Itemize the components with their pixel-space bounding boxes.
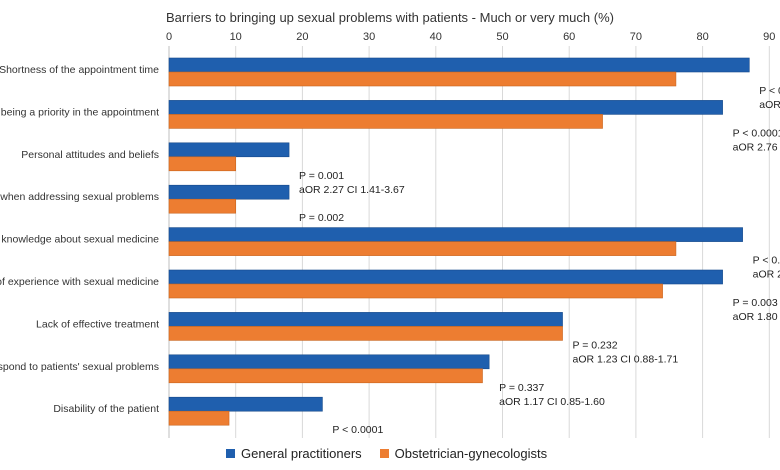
- category-label-personal-attitudes-and-beliefs: Personal attitudes and beliefs: [21, 149, 159, 161]
- category-label-lack-of-effective-treatment: Lack of effective treatment: [36, 318, 159, 330]
- bar-obstetrician-gynecologists-shortness-of-the-appointment-time: [168, 71, 677, 87]
- bar-general-practitioners-not-knowing-how-to-respond-to-patients-sexual-problems: [168, 354, 490, 370]
- annotation-aor-not-being-a-priority-in-the-appointment: aOR 2.76 CI 2.02-3.78: [733, 141, 780, 153]
- bar-obstetrician-gynecologists-lack-of-experience-with-sexual-medicine: [168, 283, 663, 299]
- bar-obstetrician-gynecologists-lack-of-knowledge-about-sexual-medicine: [168, 241, 677, 256]
- bar-obstetrician-gynecologists-lack-of-effective-treatment: [168, 326, 563, 341]
- bar-obstetrician-gynecologists-not-knowing-how-to-respond-to-patients-sexual-problems: [168, 368, 483, 384]
- annotation-aor-disability-of-the-patient: aOR 3.23 CI 1.98-5.25: [332, 438, 438, 440]
- legend-swatch-general-practitioners: [226, 449, 235, 458]
- bar-obstetrician-gynecologists-disability-of-the-patient: [168, 410, 230, 426]
- bar-general-practitioners-shortness-of-the-appointment-time: [168, 57, 750, 73]
- category-label-not-knowing-how-to-respond-to-patients-sexual-problems: Not knowing how to respond to patients' …: [0, 361, 159, 373]
- legend-item-general-practitioners: General practitioners: [226, 446, 362, 461]
- x-tick-label-80: 80: [696, 31, 708, 43]
- category-label-disability-of-the-patient: Disability of the patient: [53, 403, 159, 415]
- legend-item-obstetrician-gynecologists: Obstetrician-gynecologists: [379, 446, 548, 461]
- chart-plot: 0 10 20 30 40 50 60 70 80 90 Shortness of the appo…: [0, 31, 780, 440]
- bar-general-practitioners-not-being-a-priority-in-the-appointment: [168, 100, 723, 115]
- annotation-aor-not-knowing-how-to-respond-to-patients-sexual-problems: aOR 1.17 CI 0.85-1.60: [499, 396, 605, 408]
- x-tick-label-20: 20: [296, 31, 308, 43]
- x-tick-label-30: 30: [363, 31, 375, 43]
- x-tick-label-70: 70: [630, 31, 642, 43]
- x-tick-label-90: 90: [763, 31, 775, 43]
- annotation-p-personal-attitudes-and-beliefs: P = 0.001: [299, 170, 344, 182]
- category-label-lack-of-knowledge-about-sexual-medicine: Lack of knowledge about sexual medicine: [0, 234, 159, 246]
- chart-legend: General practitioners Obstetrician-gynec…: [226, 446, 565, 461]
- annotation-aor-lack-of-knowledge-about-sexual-medicine: aOR 2.11 CI 1.46-3.04: [753, 269, 780, 281]
- bar-general-practitioners-disability-of-the-patient: [168, 396, 323, 412]
- bar-general-practitioners-lack-of-effective-treatment: [168, 312, 563, 327]
- annotation-aor-lack-of-effective-treatment: aOR 1.23 CI 0.88-1.71: [573, 353, 679, 365]
- bar-obstetrician-gynecologists-not-being-a-priority-in-the-appointment: [168, 114, 603, 129]
- bar-general-practitioners-lack-of-experience-with-sexual-medicine: [168, 269, 723, 285]
- bar-general-practitioners-discomfort-when-addressing-sexual-problems: [168, 184, 290, 200]
- annotation-p-discomfort-when-addressing-sexual-problems: P = 0.002: [299, 212, 344, 224]
- annotation-aor-shortness-of-the-appointment-time: aOR 2.65 CI 1.71-4.12: [759, 99, 780, 111]
- category-label-lack-of-experience-with-sexual-medicine: Lack of experience with sexual medicine: [0, 276, 159, 288]
- annotation-p-not-knowing-how-to-respond-to-patients-sexual-problems: P = 0.337: [499, 382, 544, 394]
- x-tick-label-60: 60: [563, 31, 575, 43]
- category-label-not-being-a-priority-in-the-appointment: Not being a priority in the appointment: [0, 106, 159, 118]
- x-tick-label-40: 40: [430, 31, 442, 43]
- x-tick-label-10: 10: [230, 31, 242, 43]
- annotation-p-not-being-a-priority-in-the-appointment: P < 0.0001: [733, 127, 780, 139]
- x-tick-label-50: 50: [496, 31, 508, 43]
- annotation-aor-lack-of-experience-with-sexual-medicine: aOR 1.80 CI 1.22-2.65: [733, 311, 780, 323]
- x-tick-label-0: 0: [166, 31, 172, 43]
- legend-label-general-practitioners: General practitioners: [241, 446, 362, 461]
- bar-general-practitioners-lack-of-knowledge-about-sexual-medicine: [168, 227, 743, 242]
- legend-swatch-obstetrician-gynecologists: [379, 449, 389, 458]
- category-label-discomfort-when-addressing-sexual-problems: Discomfort when addressing sexual proble…: [0, 191, 159, 203]
- annotation-aor-personal-attitudes-and-beliefs: aOR 2.27 CI 1.41-3.67: [299, 184, 405, 196]
- category-label-shortness-of-the-appointment-time: Shortness of the appointment time: [0, 64, 159, 76]
- legend-label-obstetrician-gynecologists: Obstetrician-gynecologists: [394, 446, 548, 461]
- bar-obstetrician-gynecologists-discomfort-when-addressing-sexual-problems: [168, 198, 236, 214]
- chart-title: Barriers to bringing up sexual problems …: [166, 10, 614, 25]
- annotation-p-lack-of-knowledge-about-sexual-medicine: P < 0.0001: [753, 255, 780, 267]
- annotation-p-shortness-of-the-appointment-time: P < 0.0001: [759, 85, 780, 97]
- bar-general-practitioners-personal-attitudes-and-beliefs: [168, 142, 290, 158]
- annotation-p-lack-of-experience-with-sexual-medicine: P = 0.003: [733, 297, 778, 309]
- annotation-p-lack-of-effective-treatment: P = 0.232: [573, 339, 618, 351]
- annotation-p-disability-of-the-patient: P < 0.0001: [332, 424, 383, 436]
- bar-obstetrician-gynecologists-personal-attitudes-and-beliefs: [168, 156, 236, 172]
